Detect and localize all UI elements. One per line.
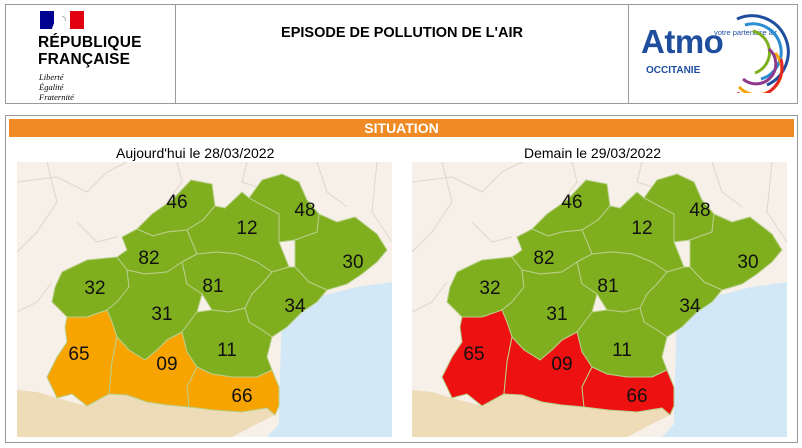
neighbour-borders xyxy=(412,162,787,313)
department-label-12: 12 xyxy=(236,218,257,239)
motto-line-3: Fraternité xyxy=(39,92,74,103)
regions-tomorrow xyxy=(441,173,783,416)
map-today-svg: 46 12 48 30 82 81 34 32 31 11 65 09 66 xyxy=(17,162,392,437)
tomorrow-caption: Demain le 29/03/2022 xyxy=(524,145,661,161)
department-34 xyxy=(244,266,328,338)
department-label-81: 81 xyxy=(202,276,223,297)
department-label-30: 30 xyxy=(737,252,758,273)
department-label-65: 65 xyxy=(68,344,89,365)
department-label-48: 48 xyxy=(689,200,710,221)
atmo-arcs-icon xyxy=(736,14,790,93)
department-label-12: 12 xyxy=(631,218,652,239)
department-label-09: 09 xyxy=(156,354,177,375)
department-label-31: 31 xyxy=(151,304,172,325)
bulletin-title: EPISODE DE POLLUTION DE L'AIR xyxy=(281,25,523,41)
map-today: 46 12 48 30 82 81 34 32 31 11 65 09 66 xyxy=(17,162,392,437)
labels-tomorrow: 46 12 48 30 82 81 34 32 31 11 65 09 66 xyxy=(463,192,758,407)
department-label-46: 46 xyxy=(166,192,187,213)
department-label-11: 11 xyxy=(217,340,237,361)
department-label-09: 09 xyxy=(551,354,572,375)
sea-area xyxy=(267,282,392,437)
department-label-81: 81 xyxy=(597,276,618,297)
department-label-82: 82 xyxy=(138,248,159,269)
department-label-65: 65 xyxy=(463,344,484,365)
spain-area xyxy=(17,390,275,437)
republic-motto: Liberté Égalité Fraternité xyxy=(39,72,74,103)
department-label-48: 48 xyxy=(294,200,315,221)
department-65 xyxy=(441,309,513,407)
situation-bar: SITUATION xyxy=(9,119,794,137)
department-label-82: 82 xyxy=(533,248,554,269)
department-label-66: 66 xyxy=(231,386,252,407)
motto-line-1: Liberté xyxy=(39,72,64,82)
department-label-31: 31 xyxy=(546,304,567,325)
map-tomorrow-svg: 46 12 48 30 82 81 34 32 31 11 65 09 66 xyxy=(412,162,787,437)
department-label-34: 34 xyxy=(284,296,306,317)
map-tomorrow: 46 12 48 30 82 81 34 32 31 11 65 09 66 xyxy=(412,162,787,437)
sea-area xyxy=(662,282,787,437)
department-66 xyxy=(581,366,675,416)
department-label-34: 34 xyxy=(679,296,701,317)
republic-name-line-2: FRANÇAISE xyxy=(38,51,131,68)
atmo-occitanie-logo: Atmo votre partenaire air OCCITANIE xyxy=(629,5,797,103)
bulletin-header: RÉPUBLIQUE FRANÇAISE Liberté Égalité Fra… xyxy=(5,4,798,104)
atmo-tagline: votre partenaire air xyxy=(714,28,777,37)
marianne-icon xyxy=(40,11,84,29)
neighbour-borders xyxy=(17,162,392,313)
department-65 xyxy=(46,309,118,407)
department-label-46: 46 xyxy=(561,192,582,213)
today-caption: Aujourd'hui le 28/03/2022 xyxy=(116,145,275,161)
atmo-subtitle: OCCITANIE xyxy=(646,65,701,76)
republic-name: RÉPUBLIQUE FRANÇAISE xyxy=(38,34,142,68)
labels-today: 46 12 48 30 82 81 34 32 31 11 65 09 66 xyxy=(68,192,363,407)
situation-panel: SITUATION Aujourd'hui le 28/03/2022 Dema… xyxy=(5,115,798,443)
department-label-11: 11 xyxy=(612,340,632,361)
spain-area xyxy=(412,390,670,437)
department-label-30: 30 xyxy=(342,252,363,273)
motto-line-2: Égalité xyxy=(39,82,64,93)
department-34 xyxy=(639,266,723,338)
republique-francaise-logo: RÉPUBLIQUE FRANÇAISE Liberté Égalité Fra… xyxy=(6,5,176,103)
regions-today xyxy=(46,173,388,416)
department-66 xyxy=(186,366,280,416)
department-label-32: 32 xyxy=(84,278,105,299)
department-label-66: 66 xyxy=(626,386,647,407)
republic-name-line-1: RÉPUBLIQUE xyxy=(38,34,142,51)
atmo-wordmark: Atmo xyxy=(641,23,724,60)
department-label-32: 32 xyxy=(479,278,500,299)
